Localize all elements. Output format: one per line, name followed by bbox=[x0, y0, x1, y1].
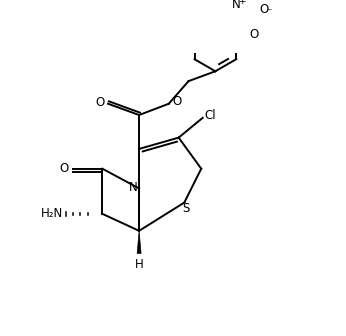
Text: N: N bbox=[128, 180, 137, 194]
Text: O: O bbox=[249, 28, 258, 41]
Text: O: O bbox=[259, 3, 268, 16]
Text: +: + bbox=[238, 0, 245, 6]
Text: O: O bbox=[95, 96, 104, 109]
Text: S: S bbox=[182, 202, 189, 215]
Text: H: H bbox=[135, 258, 144, 271]
Text: Cl: Cl bbox=[204, 109, 216, 122]
Text: N: N bbox=[232, 0, 241, 10]
Text: O: O bbox=[172, 95, 181, 108]
Text: H₂N: H₂N bbox=[40, 207, 63, 220]
Text: O: O bbox=[59, 162, 69, 175]
Polygon shape bbox=[137, 231, 141, 253]
Text: ⁻: ⁻ bbox=[266, 7, 272, 17]
